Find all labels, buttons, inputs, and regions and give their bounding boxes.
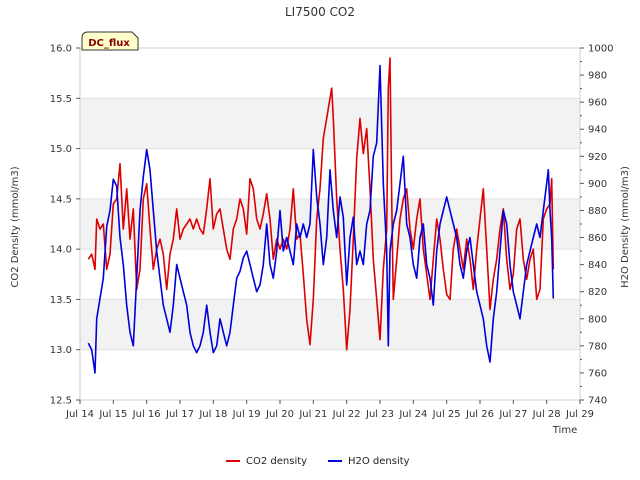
series-line-h2o — [87, 64, 555, 374]
x-tick-label: Jul 23 — [365, 409, 394, 420]
x-tick-label: Jul 18 — [198, 409, 227, 420]
legend: CO2 density H2O density — [226, 456, 410, 467]
y-right-tick-label: 900 — [588, 179, 607, 190]
y-left-tick-label: 12.5 — [50, 396, 72, 407]
legend-label-co2: CO2 density — [246, 456, 307, 467]
x-tick-label: Jul 20 — [265, 409, 294, 420]
y-right-tick-label: 860 — [588, 233, 607, 244]
background-bands — [80, 98, 580, 350]
x-axis-ticks: Jul 14 Jul 15 Jul 16 Jul 17 Jul 18 Jul 19 Jul … — [65, 400, 594, 420]
x-tick-label: Jul 28 — [532, 409, 561, 420]
x-tick-label: Jul 24 — [398, 409, 427, 420]
y-right-tick-label: 820 — [588, 287, 607, 298]
y-right-tick-label: 1000 — [588, 44, 613, 55]
x-tick-label: Jul 15 — [98, 409, 127, 420]
y-right-tick-label: 960 — [588, 98, 607, 109]
y-left-tick-label: 13.5 — [50, 295, 72, 306]
x-tick-label: Jul 22 — [332, 409, 361, 420]
y-axis-right-ticks: 740 760 780 800 820 840 860 880 900 920 940 960 980 1… — [580, 44, 613, 407]
y-left-tick-label: 16.0 — [50, 44, 72, 55]
badge-label: DC_flux — [88, 38, 130, 49]
legend-label-h2o: H2O density — [348, 456, 410, 467]
y-right-tick-label: 760 — [588, 368, 607, 379]
x-tick-label: Jul 29 — [565, 409, 594, 420]
y-right-tick-label: 940 — [588, 125, 607, 136]
x-tick-label: Jul 14 — [65, 409, 94, 420]
y-axis-left-label: CO2 Density (mmol/m3) — [10, 166, 21, 287]
background-band — [80, 198, 580, 250]
x-tick-label: Jul 16 — [132, 409, 161, 420]
series-layer — [87, 57, 555, 374]
y-left-tick-label: 14.5 — [50, 194, 72, 205]
y-right-tick-label: 740 — [588, 396, 607, 407]
background-band — [80, 299, 580, 350]
x-tick-label: Jul 19 — [232, 409, 261, 420]
y-left-tick-label: 13.0 — [50, 345, 72, 356]
x-tick-label: Jul 17 — [165, 409, 194, 420]
y-left-tick-label: 14.0 — [50, 245, 72, 256]
x-tick-label: Jul 21 — [298, 409, 327, 420]
y-axis-left-ticks: 12.5 13.0 13.5 14.0 14.5 15.0 15.5 16.0 — [50, 44, 80, 407]
y-left-tick-label: 15.5 — [50, 94, 72, 105]
y-right-tick-label: 800 — [588, 314, 607, 325]
y-right-tick-label: 980 — [588, 71, 607, 82]
chart-title: LI7500 CO2 — [285, 5, 355, 19]
x-tick-label: Jul 26 — [465, 409, 494, 420]
dc-flux-badge: DC_flux — [81, 31, 139, 51]
y-axis-right-label: H2O Density (mmol/m3) — [620, 166, 631, 288]
background-band — [80, 98, 580, 149]
y-right-tick-label: 920 — [588, 152, 607, 163]
y-right-tick-label: 880 — [588, 206, 607, 217]
series-line-co2 — [87, 57, 555, 351]
y-right-tick-label: 780 — [588, 341, 607, 352]
x-tick-label: Jul 25 — [432, 409, 461, 420]
y-right-tick-label: 840 — [588, 260, 607, 271]
x-tick-label: Jul 27 — [498, 409, 527, 420]
y-left-tick-label: 15.0 — [50, 144, 72, 155]
x-axis-label: Time — [552, 425, 577, 436]
